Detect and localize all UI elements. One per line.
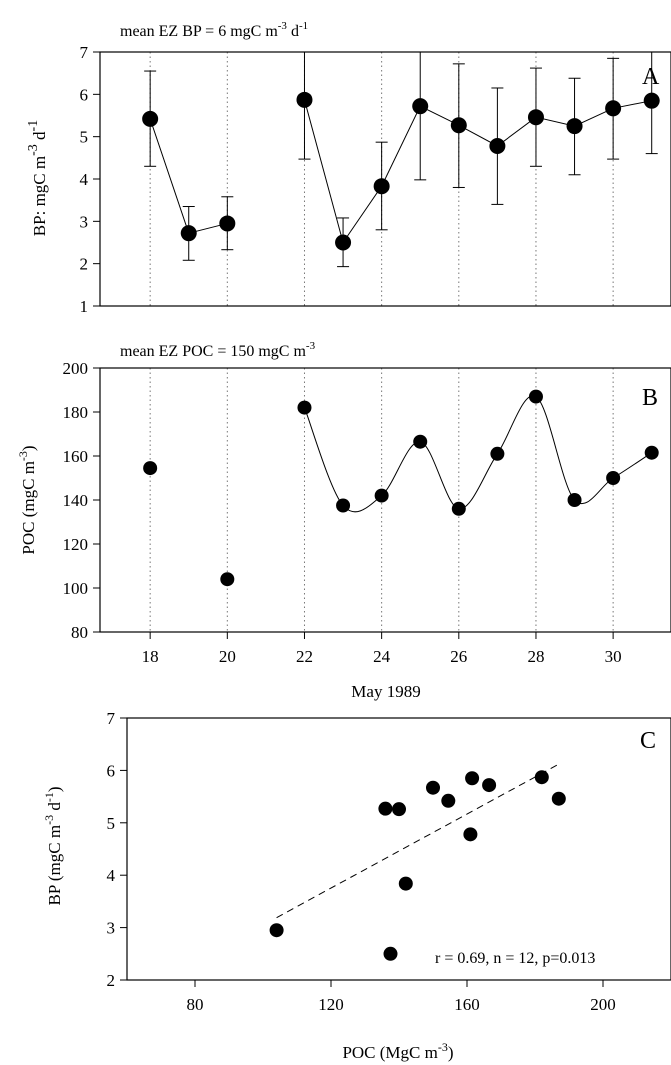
series-line [303, 99, 652, 244]
data-point [373, 178, 390, 195]
data-point [566, 118, 583, 135]
data-point [336, 498, 351, 513]
y-tick-label: 5 [107, 814, 116, 833]
panel-b-x-axis-label: May 1989 [351, 682, 420, 701]
panel-b-letter: B [642, 385, 658, 411]
panel-a-frame [99, 51, 671, 307]
y-tick-label: 120 [63, 535, 89, 554]
data-point [269, 923, 284, 938]
y-tick-label: 3 [107, 919, 116, 938]
data-point [527, 109, 544, 126]
data-point [383, 946, 398, 961]
panel-b-y-axis-label: POC (mgC m-3) [16, 445, 38, 554]
x-tick-label: 200 [590, 995, 616, 1014]
data-point [465, 771, 480, 786]
y-tick-label: 80 [71, 623, 88, 642]
x-tick-label: 20 [219, 647, 236, 666]
y-tick-label: 3 [80, 212, 89, 231]
x-tick-label: 120 [318, 995, 344, 1014]
data-point [426, 780, 440, 795]
y-tick-label: 160 [63, 447, 89, 466]
data-point [551, 791, 566, 806]
y-tick-label: 4 [107, 866, 116, 885]
data-point [378, 801, 393, 816]
data-point [374, 488, 389, 503]
x-tick-label: 28 [527, 647, 544, 666]
panel-b-frame [99, 367, 671, 633]
data-point [297, 400, 312, 415]
y-tick-label: 1 [80, 297, 89, 316]
y-tick-label: 7 [107, 709, 116, 728]
x-tick-label: 30 [605, 647, 622, 666]
data-point [220, 572, 235, 587]
panel-c: C BP (mgC m-3 d-1) 2 3 4 5 6 7 80 120 160 200 r … [42, 709, 671, 1062]
x-tick-label: 80 [187, 995, 204, 1014]
x-tick-label: 24 [373, 647, 391, 666]
data-point [534, 770, 549, 785]
y-tick-label: 7 [80, 43, 89, 62]
panel-b-annotation: mean EZ POC = 150 mgC m-3 [120, 340, 316, 360]
data-point [398, 876, 413, 891]
x-tick-label: 18 [142, 647, 159, 666]
y-tick-label: 200 [63, 359, 89, 378]
y-tick-label: 180 [63, 403, 89, 422]
data-point [567, 493, 582, 507]
data-point [643, 92, 660, 109]
panel-a: mean EZ BP = 6 mgC m-3 d-1 A BP: mgC m-3… [26, 20, 671, 316]
panel-a-letter: A [642, 64, 660, 90]
y-tick-label: 140 [63, 491, 89, 510]
data-point [482, 778, 497, 793]
y-tick-label: 4 [80, 170, 89, 189]
data-point [490, 446, 505, 461]
data-point [605, 100, 622, 117]
y-tick-label: 6 [107, 761, 116, 780]
data-point [451, 501, 466, 516]
data-point [489, 137, 506, 154]
x-tick-label: 22 [296, 647, 313, 666]
data-point [463, 827, 478, 842]
x-tick-label: 26 [450, 647, 467, 666]
data-point [441, 793, 456, 808]
data-point [413, 434, 428, 449]
x-tick-label: 160 [454, 995, 480, 1014]
y-tick-label: 2 [80, 255, 89, 274]
panel-c-letter: C [640, 728, 656, 754]
panel-b: mean EZ POC = 150 mgC m-3 B POC (mgC m-3… [16, 340, 671, 701]
panel-c-y-axis-label: BP (mgC m-3 d-1) [42, 786, 64, 905]
data-point [335, 234, 352, 251]
data-point [296, 91, 313, 108]
y-tick-label: 2 [107, 971, 116, 990]
data-point [143, 461, 158, 476]
poc-smooth-curve [304, 395, 652, 513]
data-point [606, 471, 621, 485]
data-point [180, 225, 197, 242]
data-point [644, 445, 659, 460]
data-point [450, 117, 467, 134]
data-point [219, 215, 236, 232]
panel-a-annotation: mean EZ BP = 6 mgC m-3 d-1 [120, 20, 308, 40]
y-tick-label: 6 [80, 85, 89, 104]
panel-c-frame [126, 717, 671, 981]
y-tick-label: 5 [80, 128, 89, 147]
panel-c-x-axis-label: POC (MgC m-3) [342, 1040, 453, 1062]
panel-c-stats: r = 0.69, n = 12, p=0.013 [435, 950, 595, 967]
panel-a-y-axis-label: BP: mgC m-3 d-1 [26, 120, 49, 236]
y-tick-label: 100 [63, 579, 89, 598]
regression-line [276, 763, 560, 919]
data-point [528, 389, 543, 404]
data-point [412, 98, 429, 115]
data-point [142, 110, 159, 127]
data-point [392, 802, 406, 817]
